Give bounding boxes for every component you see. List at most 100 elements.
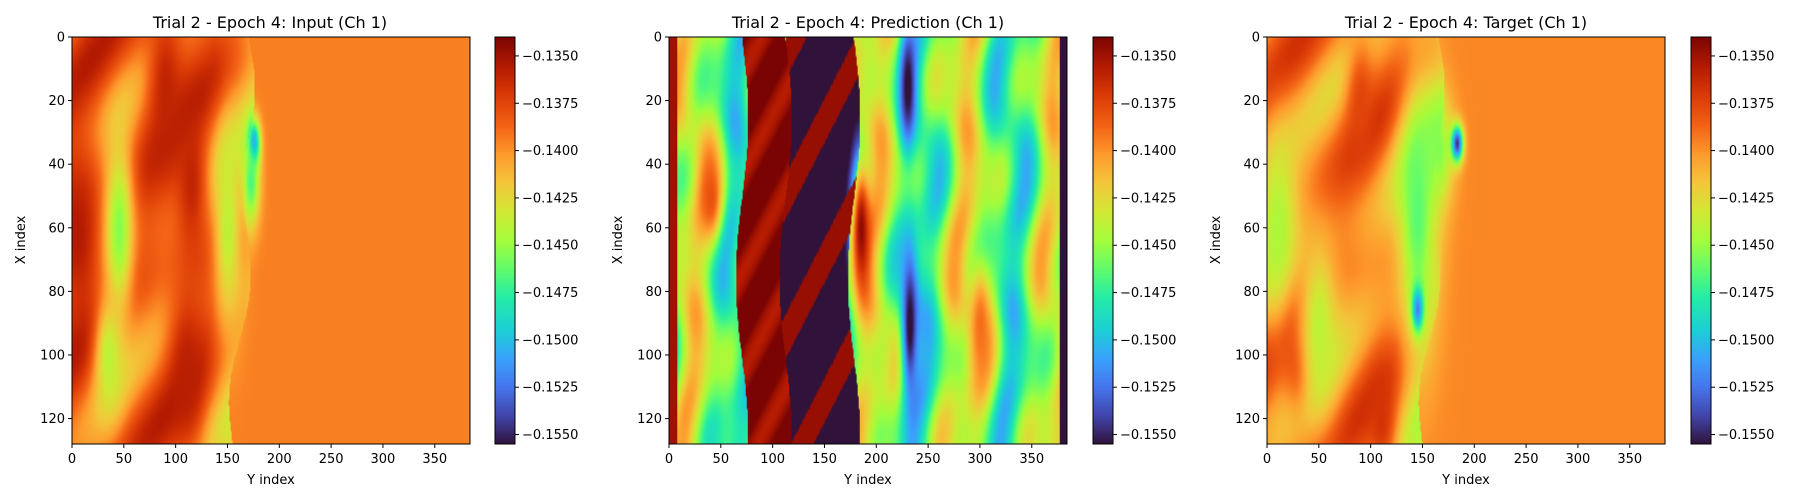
x-tick-label: 250: [916, 452, 941, 467]
y-tick-label: 80: [48, 285, 65, 300]
colorbar: [494, 36, 516, 445]
y-tick-label: 60: [645, 221, 662, 236]
x-tick-label: 300: [968, 452, 993, 467]
colorbar-tick-label: −0.1500: [1120, 333, 1176, 348]
panel-title: Trial 2 - Epoch 4: Input (Ch 1): [152, 13, 387, 32]
x-tick-label: 0: [665, 452, 673, 467]
y-tick-label: 60: [1243, 221, 1260, 236]
panel-input: Trial 2 - Epoch 4: Input (Ch 1) 0 50 100 15…: [14, 13, 578, 488]
x-tick-label: 150: [215, 452, 240, 467]
y-tick-label: 100: [1235, 348, 1260, 363]
x-ticks: 0 50 100 150 200 250 300 350: [1263, 444, 1642, 467]
y-axis-label: X index: [14, 215, 29, 264]
colorbar-tick-label: −0.1425: [1120, 191, 1176, 206]
colorbar-tick-label: −0.1425: [522, 191, 578, 206]
x-ticks: 0 50 100 150 200 250 300 350: [68, 444, 447, 467]
colorbar-ticks: −0.1350 −0.1375 −0.1400 −0.1425 −0.1450 −0.14…: [1113, 49, 1176, 443]
x-ticks: 0 50 100 150 200 250 300 350: [665, 444, 1044, 467]
y-tick-label: 20: [1243, 94, 1260, 109]
colorbar-tick-label: −0.1475: [1718, 286, 1774, 301]
y-tick-label: 0: [57, 31, 65, 46]
heatmap-canvas-wrap: [669, 37, 1067, 444]
x-tick-label: 100: [1358, 452, 1383, 467]
colorbar: [1690, 36, 1712, 445]
colorbar-tick-label: −0.1525: [1120, 381, 1176, 396]
y-tick-label: 0: [654, 31, 662, 46]
y-ticks: 0 20 40 60 80 100 120: [1235, 31, 1267, 427]
y-tick-label: 40: [645, 158, 662, 173]
y-ticks: 0 20 40 60 80 100 120: [40, 31, 72, 427]
colorbar-tick-label: −0.1450: [522, 239, 578, 254]
colorbar-tick-label: −0.1550: [1120, 428, 1176, 443]
colorbar: [1092, 36, 1114, 445]
x-tick-label: 50: [1311, 452, 1328, 467]
y-tick-label: 120: [1235, 412, 1260, 427]
colorbar-tick-label: −0.1525: [1718, 381, 1774, 396]
y-tick-label: 100: [637, 348, 662, 363]
colorbar-tick-label: −0.1400: [1120, 144, 1176, 159]
x-tick-label: 300: [1566, 452, 1591, 467]
x-tick-label: 150: [812, 452, 837, 467]
y-tick-label: 80: [1243, 285, 1260, 300]
heatmap-canvas: [1267, 37, 1665, 444]
x-tick-label: 0: [1263, 452, 1271, 467]
x-axis-label: Y index: [246, 473, 295, 488]
x-tick-label: 150: [1410, 452, 1435, 467]
colorbar-tick-label: −0.1400: [522, 144, 578, 159]
y-tick-label: 40: [48, 158, 65, 173]
heatmap-canvas: [669, 37, 1067, 444]
plot-frame: [668, 36, 1068, 445]
colorbar-tick-label: −0.1550: [522, 428, 578, 443]
heatmap-canvas-wrap: [1267, 37, 1665, 444]
colorbar-tick-label: −0.1475: [522, 286, 578, 301]
colorbar-tick-label: −0.1425: [1718, 191, 1774, 206]
colorbar-ticks: −0.1350 −0.1375 −0.1400 −0.1425 −0.1450 −0.14…: [515, 49, 578, 443]
colorbar-ticks: −0.1350 −0.1375 −0.1400 −0.1425 −0.1450 −0.14…: [1711, 49, 1774, 443]
x-axis-label: Y index: [1441, 473, 1490, 488]
colorbar-tick-label: −0.1450: [1120, 239, 1176, 254]
panel-title: Trial 2 - Epoch 4: Target (Ch 1): [1344, 13, 1587, 32]
y-tick-label: 120: [40, 412, 65, 427]
x-tick-label: 300: [371, 452, 396, 467]
colorbar-tick-label: −0.1350: [1718, 49, 1774, 64]
y-axis-label: X index: [1209, 215, 1224, 264]
plot-frame: [71, 36, 471, 445]
x-tick-label: 200: [267, 452, 292, 467]
x-tick-label: 350: [422, 452, 447, 467]
colorbar-tick-label: −0.1375: [1120, 97, 1176, 112]
y-tick-label: 20: [645, 94, 662, 109]
heatmap-canvas-wrap: [72, 37, 470, 444]
x-tick-label: 100: [163, 452, 188, 467]
x-tick-label: 250: [319, 452, 344, 467]
colorbar-tick-label: −0.1500: [522, 333, 578, 348]
x-tick-label: 100: [760, 452, 785, 467]
x-tick-label: 200: [864, 452, 889, 467]
plot-frame: [1266, 36, 1666, 445]
y-tick-label: 0: [1252, 31, 1260, 46]
heatmap-canvas: [72, 37, 470, 444]
colorbar-tick-label: −0.1350: [522, 49, 578, 64]
x-axis-label: Y index: [843, 473, 892, 488]
x-tick-label: 0: [68, 452, 76, 467]
y-tick-label: 120: [637, 412, 662, 427]
y-tick-label: 40: [1243, 158, 1260, 173]
colorbar-tick-label: −0.1550: [1718, 428, 1774, 443]
colorbar-tick-label: −0.1350: [1120, 49, 1176, 64]
y-tick-label: 80: [645, 285, 662, 300]
colorbar-tick-label: −0.1475: [1120, 286, 1176, 301]
x-tick-label: 250: [1514, 452, 1539, 467]
x-tick-label: 200: [1462, 452, 1487, 467]
panel-title: Trial 2 - Epoch 4: Prediction (Ch 1): [731, 13, 1004, 32]
x-tick-label: 50: [116, 452, 133, 467]
colorbar-tick-label: −0.1450: [1718, 239, 1774, 254]
y-tick-label: 20: [48, 94, 65, 109]
x-tick-label: 50: [713, 452, 730, 467]
y-tick-label: 100: [40, 348, 65, 363]
colorbar-tick-label: −0.1500: [1718, 333, 1774, 348]
panel-target: Trial 2 - Epoch 4: Target (Ch 1) 0 50 100 1…: [1209, 13, 1774, 488]
y-tick-label: 60: [48, 221, 65, 236]
x-tick-label: 350: [1617, 452, 1642, 467]
x-tick-label: 350: [1019, 452, 1044, 467]
colorbar-tick-label: −0.1375: [522, 97, 578, 112]
